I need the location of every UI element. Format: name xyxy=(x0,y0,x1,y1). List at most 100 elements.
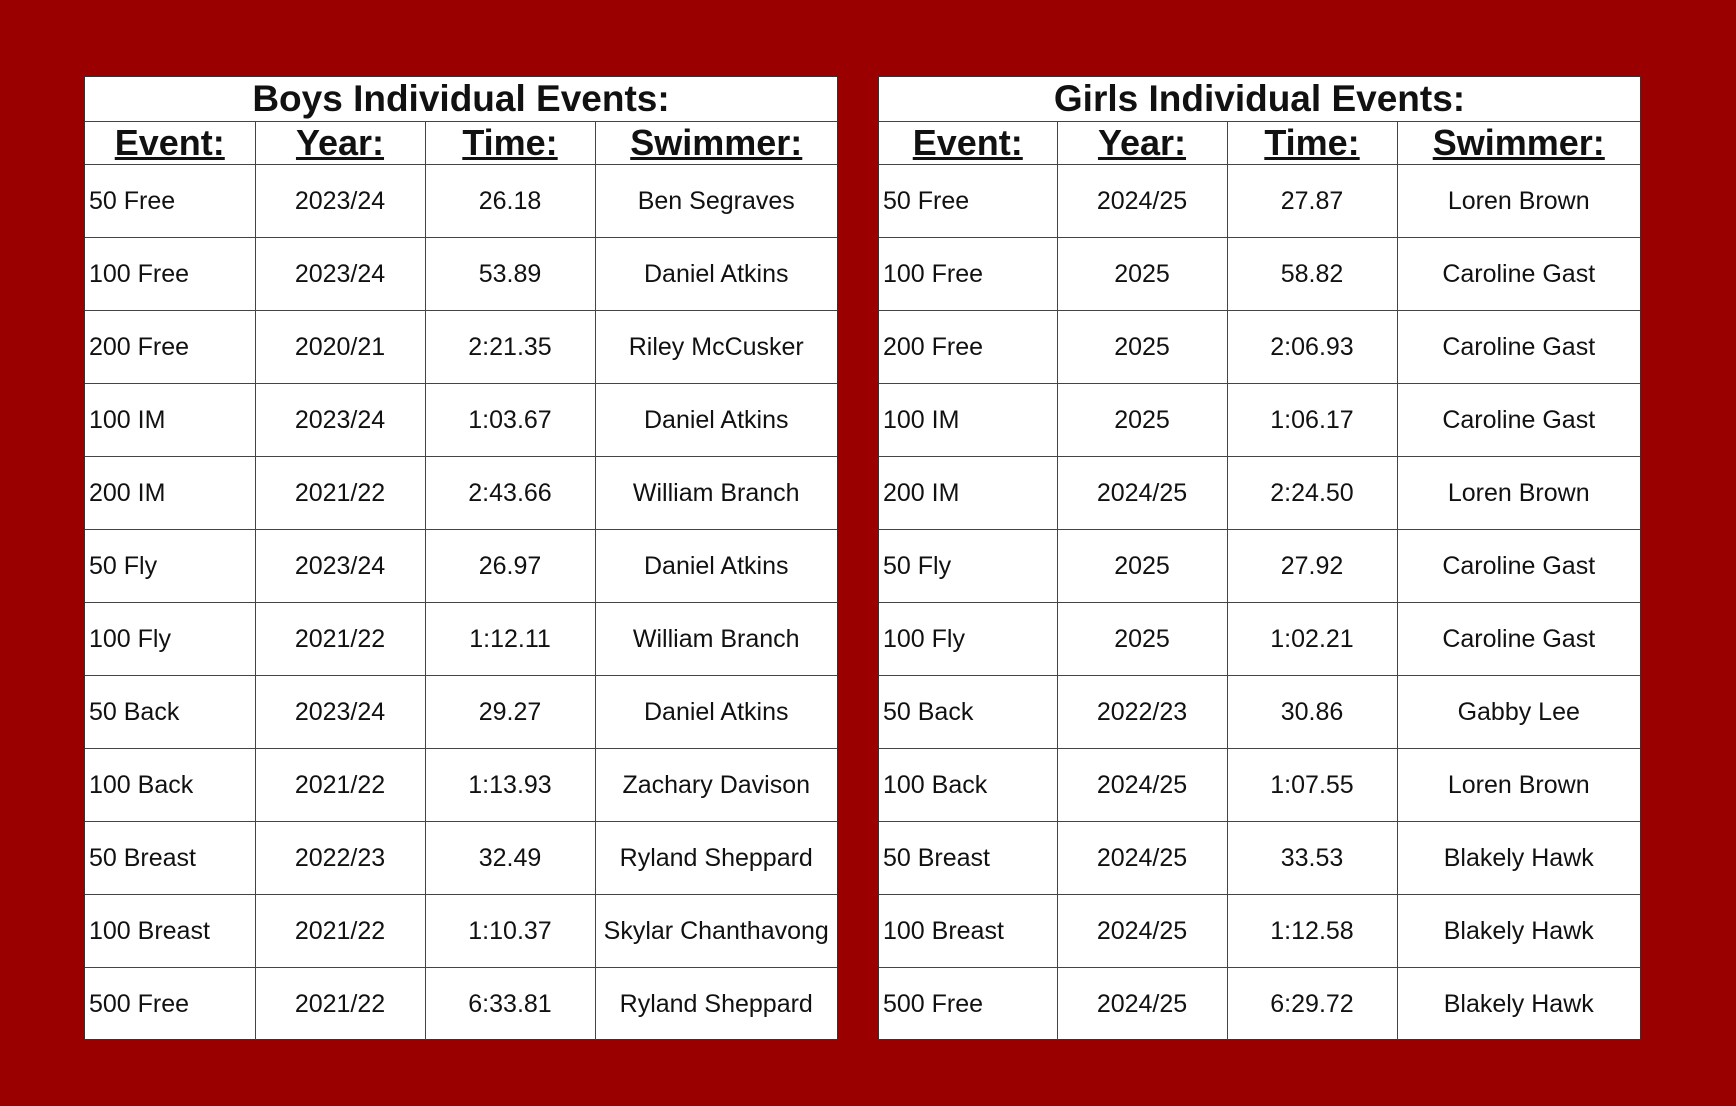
table-row: 100 Fly 2025 1:02.21 Caroline Gast xyxy=(879,602,1640,676)
year-cell: 2024/25 xyxy=(1056,894,1228,968)
year-cell: 2023/24 xyxy=(254,675,426,749)
event-cell: 50 Free xyxy=(879,164,1058,238)
swimmer-cell: Loren Brown xyxy=(1396,748,1640,822)
event-cell: 500 Free xyxy=(879,967,1058,1040)
table-row: 100 Free 2025 58.82 Caroline Gast xyxy=(879,237,1640,311)
time-cell: 29.27 xyxy=(424,675,596,749)
event-cell: 100 Back xyxy=(879,748,1058,822)
time-cell: 26.18 xyxy=(424,164,596,238)
swimmer-cell: Gabby Lee xyxy=(1396,675,1640,749)
event-cell: 50 Free xyxy=(85,164,256,238)
event-cell: 100 Back xyxy=(85,748,256,822)
column-header-swimmer: Swimmer: xyxy=(594,121,837,165)
boys-table-title: Boys Individual Events: xyxy=(85,77,837,122)
time-cell: 26.97 xyxy=(424,529,596,603)
event-cell: 50 Back xyxy=(85,675,256,749)
event-cell: 200 Free xyxy=(879,310,1058,384)
table-row: 50 Fly 2025 27.92 Caroline Gast xyxy=(879,529,1640,603)
year-cell: 2024/25 xyxy=(1056,967,1228,1040)
year-cell: 2023/24 xyxy=(254,164,426,238)
time-cell: 1:06.17 xyxy=(1226,383,1398,457)
column-header-time: Time: xyxy=(424,121,596,165)
swimmer-cell: Blakely Hawk xyxy=(1396,821,1640,895)
column-header-year: Year: xyxy=(1056,121,1228,165)
swimmer-cell: Riley McCusker xyxy=(594,310,837,384)
swimmer-cell: Caroline Gast xyxy=(1396,529,1640,603)
swimmer-cell: Daniel Atkins xyxy=(594,529,837,603)
swimmer-cell: Loren Brown xyxy=(1396,456,1640,530)
table-row: 200 IM 2024/25 2:24.50 Loren Brown xyxy=(879,456,1640,530)
year-cell: 2023/24 xyxy=(254,529,426,603)
table-row: 200 Free 2020/21 2:21.35 Riley McCusker xyxy=(85,310,837,384)
table-row: 500 Free 2024/25 6:29.72 Blakely Hawk xyxy=(879,967,1640,1040)
swimmer-cell: Caroline Gast xyxy=(1396,310,1640,384)
swimmer-cell: William Branch xyxy=(594,456,837,530)
boys-table-body: 50 Free 2023/24 26.18 Ben Segraves 100 Free 2… xyxy=(85,164,837,1040)
event-cell: 100 Fly xyxy=(879,602,1058,676)
swimmer-cell: Skylar Chanthavong xyxy=(594,894,837,968)
swimmer-cell: Caroline Gast xyxy=(1396,383,1640,457)
year-cell: 2020/21 xyxy=(254,310,426,384)
time-cell: 1:10.37 xyxy=(424,894,596,968)
swimmer-cell: Zachary Davison xyxy=(594,748,837,822)
year-cell: 2024/25 xyxy=(1056,456,1228,530)
swimmer-cell: Ben Segraves xyxy=(594,164,837,238)
event-cell: 50 Fly xyxy=(85,529,256,603)
table-row: 500 Free 2021/22 6:33.81 Ryland Sheppard xyxy=(85,967,837,1040)
swimmer-cell: Daniel Atkins xyxy=(594,383,837,457)
year-cell: 2021/22 xyxy=(254,894,426,968)
time-cell: 1:12.11 xyxy=(424,602,596,676)
time-cell: 33.53 xyxy=(1226,821,1398,895)
swimmer-cell: Ryland Sheppard xyxy=(594,821,837,895)
event-cell: 200 IM xyxy=(879,456,1058,530)
table-row: 100 Breast 2024/25 1:12.58 Blakely Hawk xyxy=(879,894,1640,968)
table-row: 50 Back 2022/23 30.86 Gabby Lee xyxy=(879,675,1640,749)
boys-records-panel: Boys Individual Events: Event: Year: Tim… xyxy=(84,76,838,1040)
column-header-event: Event: xyxy=(879,121,1058,165)
swimmer-cell: Caroline Gast xyxy=(1396,237,1640,311)
table-row: 100 Back 2021/22 1:13.93 Zachary Davison xyxy=(85,748,837,822)
event-cell: 100 Free xyxy=(879,237,1058,311)
event-cell: 100 IM xyxy=(85,383,256,457)
event-cell: 50 Back xyxy=(879,675,1058,749)
girls-table-body: 50 Free 2024/25 27.87 Loren Brown 100 Free 20… xyxy=(879,164,1640,1040)
swimmer-cell: William Branch xyxy=(594,602,837,676)
year-cell: 2021/22 xyxy=(254,967,426,1040)
time-cell: 6:33.81 xyxy=(424,967,596,1040)
time-cell: 27.87 xyxy=(1226,164,1398,238)
event-cell: 50 Breast xyxy=(85,821,256,895)
table-row: 100 Free 2023/24 53.89 Daniel Atkins xyxy=(85,237,837,311)
column-header-year: Year: xyxy=(254,121,426,165)
year-cell: 2023/24 xyxy=(254,383,426,457)
time-cell: 6:29.72 xyxy=(1226,967,1398,1040)
time-cell: 2:06.93 xyxy=(1226,310,1398,384)
year-cell: 2021/22 xyxy=(254,748,426,822)
event-cell: 100 Breast xyxy=(85,894,256,968)
year-cell: 2025 xyxy=(1056,383,1228,457)
girls-table-title: Girls Individual Events: xyxy=(879,77,1640,122)
year-cell: 2021/22 xyxy=(254,602,426,676)
swimmer-cell: Ryland Sheppard xyxy=(594,967,837,1040)
time-cell: 27.92 xyxy=(1226,529,1398,603)
swimmer-cell: Daniel Atkins xyxy=(594,237,837,311)
event-cell: 50 Fly xyxy=(879,529,1058,603)
year-cell: 2022/23 xyxy=(254,821,426,895)
table-row: 200 IM 2021/22 2:43.66 William Branch xyxy=(85,456,837,530)
event-cell: 100 Free xyxy=(85,237,256,311)
time-cell: 2:43.66 xyxy=(424,456,596,530)
swimmer-cell: Blakely Hawk xyxy=(1396,894,1640,968)
time-cell: 1:02.21 xyxy=(1226,602,1398,676)
time-cell: 1:13.93 xyxy=(424,748,596,822)
year-cell: 2022/23 xyxy=(1056,675,1228,749)
year-cell: 2025 xyxy=(1056,237,1228,311)
time-cell: 2:24.50 xyxy=(1226,456,1398,530)
time-cell: 53.89 xyxy=(424,237,596,311)
time-cell: 1:07.55 xyxy=(1226,748,1398,822)
girls-records-panel: Girls Individual Events: Event: Year: Ti… xyxy=(878,76,1641,1040)
swimmer-cell: Blakely Hawk xyxy=(1396,967,1640,1040)
table-row: 50 Back 2023/24 29.27 Daniel Atkins xyxy=(85,675,837,749)
table-row: 50 Fly 2023/24 26.97 Daniel Atkins xyxy=(85,529,837,603)
event-cell: 50 Breast xyxy=(879,821,1058,895)
time-cell: 30.86 xyxy=(1226,675,1398,749)
table-row: 100 Back 2024/25 1:07.55 Loren Brown xyxy=(879,748,1640,822)
